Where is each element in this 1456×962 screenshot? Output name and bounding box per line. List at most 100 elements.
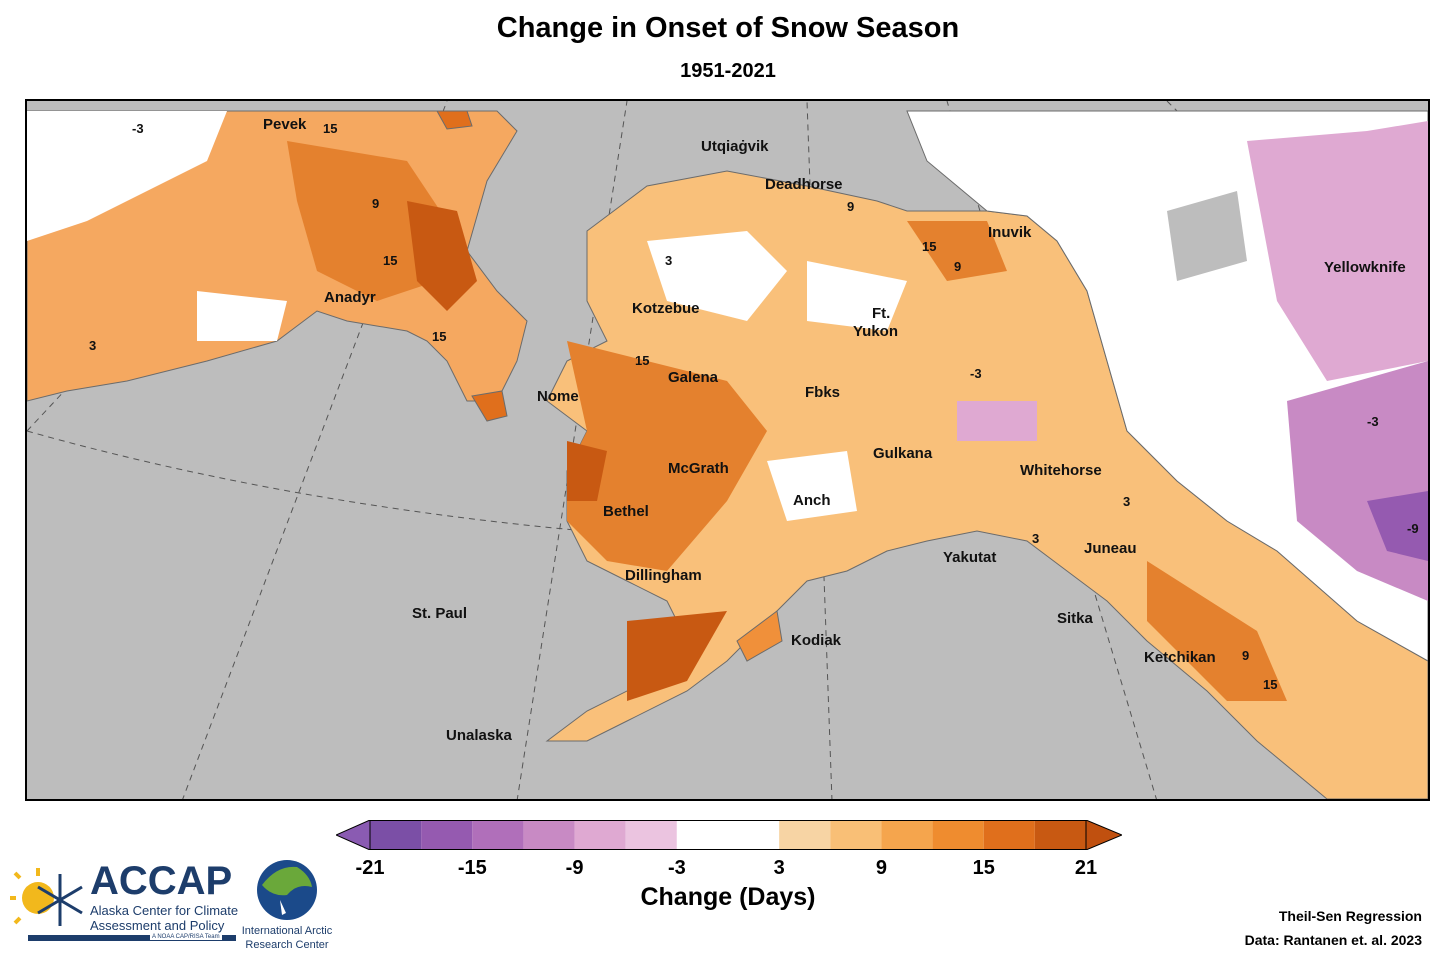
legend-swatch [881,820,933,850]
legend-swatch [728,820,780,850]
place-label: Kotzebue [632,300,700,317]
region-no-change [647,231,787,321]
legend-over-arrow [1085,820,1122,850]
region-strong-change [287,141,447,301]
contour-label: 3 [1032,531,1040,546]
place-label: Utqiaġvik [701,138,769,155]
legend-title: Change (Days) [640,883,816,911]
contour-label: 15 [922,239,937,254]
legend-tick-label: -21 [355,857,385,879]
place-label: Dillingham [625,567,702,584]
contour-label: -3 [132,121,144,136]
contour-label: -9 [1407,521,1419,536]
place-label: Galena [668,369,719,386]
legend-swatch [625,820,677,850]
region-very-strong-change [567,441,607,501]
place-label: Juneau [1084,540,1137,557]
globe-icon [257,860,317,920]
accap-bar [28,935,236,941]
region-earlier-onset [957,401,1037,441]
region-strong-change [907,221,1007,281]
contour-label: 3 [665,253,673,268]
place-label: Yukon [853,323,899,340]
accap-line1: Alaska Center for Climate [90,903,239,918]
place-label: Whitehorse [1020,462,1102,479]
contour-label: 9 [954,259,962,274]
legend-tick-label: 3 [773,857,785,879]
accap-wordmark: ACCAP [90,859,233,903]
legend-tick-label: 21 [1074,857,1098,879]
contour-label: 3 [89,338,97,353]
place-label: Kodiak [791,632,842,649]
data-credit: Data: Rantanen et. al. 2023 [1244,932,1422,948]
contour-label: 9 [847,199,855,214]
map-panel: Pevek Anadyr Utqiaġvik Deadhorse Inuvik … [25,99,1430,801]
legend-swatch [932,820,984,850]
iarc-line2: Research Center [245,939,329,951]
place-label: Ft. [872,305,891,322]
contour-label: 15 [383,253,398,268]
legend-swatch [830,820,882,850]
legend-swatch [983,820,1035,850]
contour-label: -3 [1367,414,1379,429]
legend-tick-label: 15 [972,857,995,879]
method-credit: Theil-Sen Regression [1278,908,1422,924]
accap-logo: ACCAP Alaska Center for Climate Assessme… [10,855,240,945]
legend-tick-label: -3 [667,857,686,879]
contour-label: 3 [1123,494,1131,509]
place-label: Anch [793,492,831,509]
legend-swatch [421,820,473,850]
region-no-data [1167,191,1247,281]
legend-tick-label: 9 [875,857,887,879]
place-label: Gulkana [873,445,933,462]
legend-swatch [574,820,626,850]
contour-label: 9 [372,196,380,211]
island-kodiak [736,610,783,662]
place-label: Fbks [805,384,841,401]
region-strong-change [567,341,767,571]
contour-label: -3 [970,366,982,381]
legend-under-arrow [336,820,371,850]
contour-label: 9 [1242,648,1250,663]
iarc-logo: International Arctic Research Center [232,855,342,955]
legend-tick-label: -15 [457,857,487,879]
region-strong-change [1147,561,1287,701]
legend-swatch [523,820,575,850]
map-canvas [27,101,1428,799]
accap-line2: Assessment and Policy [90,918,225,933]
region-no-change [767,451,857,521]
region-no-change [807,261,907,331]
accap-tagline: A NOAA CAP/RISA Team [150,934,222,940]
legend-tick-label: -9 [565,857,584,879]
sun-snowflake-icon [10,868,83,926]
iarc-line1: International Arctic [241,925,333,937]
place-label: Anadyr [324,289,376,306]
island [436,110,473,130]
place-label: Sitka [1057,610,1093,627]
region-earlier-onset [1247,121,1428,381]
place-label: Bethel [603,503,649,520]
chart-subtitle: 1951-2021 [680,60,776,82]
legend-swatch [676,820,728,850]
legend-swatch [472,820,524,850]
island [471,390,508,422]
graticule-meridian [182,101,448,799]
legend-swatch [370,820,422,850]
contour-label: 15 [323,121,338,136]
place-label: Yakutat [943,549,997,566]
legend-swatch [779,820,831,850]
region-very-strong-change [627,611,727,701]
place-label: Yellowknife [1324,259,1406,276]
place-label: Nome [537,388,579,405]
place-label: St. Paul [412,605,468,622]
contour-label: 15 [1263,677,1278,692]
legend-swatch [1034,820,1086,850]
place-label: Pevek [263,116,307,133]
legend-colorbar [336,820,1122,850]
region-strong-earlier-onset [1367,491,1428,561]
place-label: McGrath [668,460,729,477]
contour-label: 15 [432,329,447,344]
region-no-change [197,291,287,341]
region-very-strong-change [407,201,477,311]
place-label: Inuvik [988,224,1032,241]
